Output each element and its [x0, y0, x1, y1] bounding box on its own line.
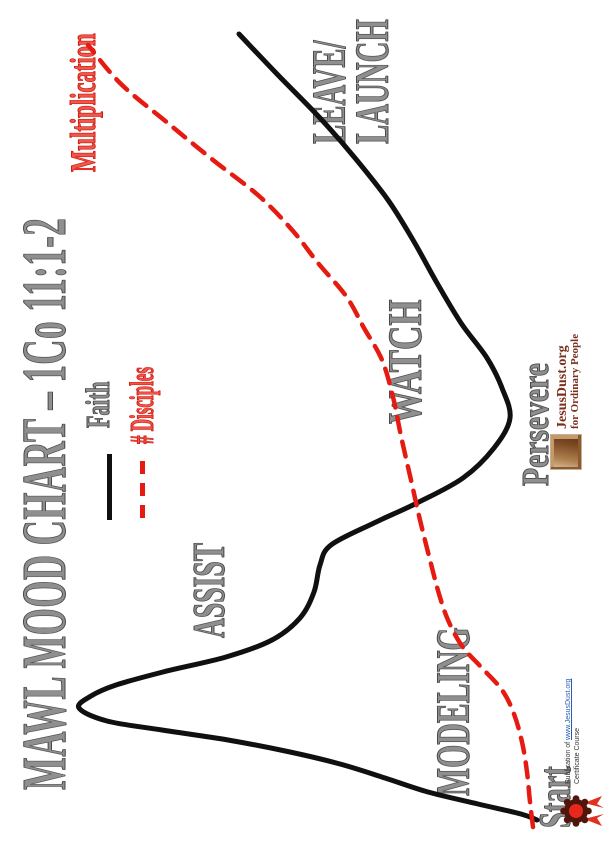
- stage-label-watch: WATCH: [379, 299, 433, 424]
- jesusdust-logo-image: [550, 434, 582, 470]
- stage-label-leave: LEAVE/: [303, 40, 357, 144]
- page-title: MAWL MOOD CHART – 1Co 11:1-2: [11, 217, 80, 790]
- stage-label-leave-launch: LEAVE/ LAUNCH: [303, 19, 400, 145]
- jesusdust-logo: JesusDust.org for Ordinary People: [550, 334, 582, 470]
- jesusdust-tagline: for Ordinary People: [569, 333, 582, 429]
- annotation-multiplication: Multiplication: [63, 33, 104, 172]
- legend-line-disciples: [140, 460, 145, 518]
- legend-label-disciples: # Disciples: [124, 367, 162, 445]
- jesusdust-link[interactable]: www.JesusDust.org: [565, 678, 572, 741]
- legend-label-faith: Faith: [80, 381, 118, 428]
- jesusdust-org-name: JesusDust.org: [554, 345, 570, 429]
- stage-label-assist: ASSIST: [183, 542, 235, 638]
- jesusdust-logo-text: JesusDust.org for Ordinary People: [554, 333, 582, 429]
- stage-label-modeling: MODELING: [427, 627, 481, 796]
- publication-footer: Publication of www.JesusDust.org Certifi…: [560, 679, 606, 834]
- publication-line2: Certificate Course: [574, 727, 582, 784]
- publication-note: Publication of www.JesusDust.org Certifi…: [564, 679, 583, 784]
- award-seal-icon: [560, 795, 604, 827]
- publication-prefix: Publication of: [565, 740, 572, 784]
- legend-line-faith: [107, 454, 112, 520]
- stage-label-launch: LAUNCH: [346, 19, 400, 145]
